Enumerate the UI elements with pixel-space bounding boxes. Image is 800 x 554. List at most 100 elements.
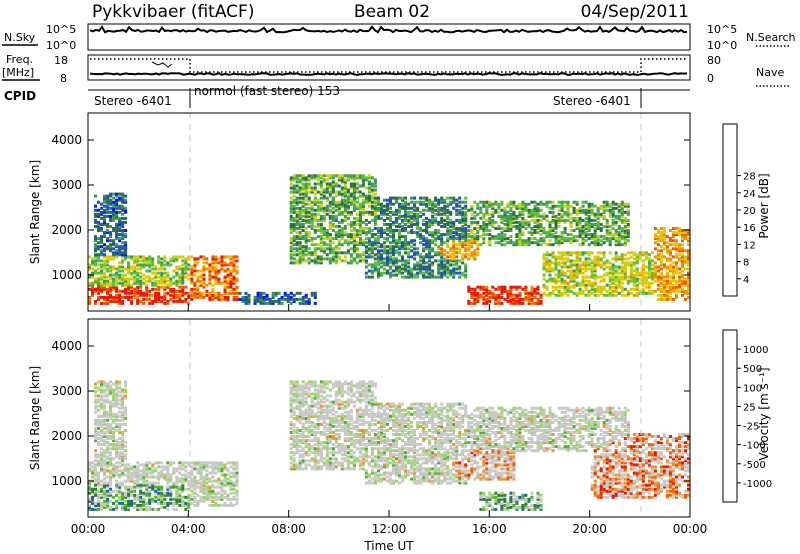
heatmap-cell [434,208,438,212]
heatmap-cell [554,235,558,239]
heatmap-cell [386,269,389,273]
heatmap-cell [181,501,185,505]
heatmap-cell [488,289,492,293]
heatmap-cell [157,257,161,261]
heatmap-cell [349,186,353,190]
heatmap-cell [109,471,113,475]
heatmap-cell [115,192,119,196]
heatmap-cell [578,267,582,271]
heatmap-cell [94,493,97,497]
heatmap-cell [509,216,513,220]
heatmap-cell [187,479,191,483]
heatmap-cell [389,229,392,232]
heatmap-cell [298,255,302,259]
heatmap-cell [533,210,537,214]
heatmap-cell [163,291,167,295]
heatmap-cell [632,257,636,261]
heatmap-cell [599,222,603,226]
heatmap-cell [361,231,365,235]
heatmap-cell [181,473,185,477]
heatmap-cell [334,235,338,239]
heatmap-cell [319,261,323,265]
heatmap-cell [160,279,164,283]
heatmap-cell [620,212,624,216]
heatmap-cell [590,291,594,295]
heatmap-cell [199,275,203,279]
heatmap-cell [644,291,648,295]
heatmap-cell [668,287,672,291]
heatmap-cell [223,297,227,301]
heatmap-cell [181,477,185,481]
heatmap-cell [440,225,444,228]
heatmap-cell [608,265,612,269]
heatmap-cell [94,431,97,434]
heatmap-cell [106,499,110,503]
heatmap-cell [364,210,368,214]
heatmap-cell [112,229,116,232]
heatmap-cell [638,253,642,257]
heatmap-cell [304,182,308,186]
heatmap-cell [383,247,386,251]
heatmap-cell [684,231,687,235]
heatmap-cell [178,471,182,475]
heatmap-cell [632,275,636,279]
heatmap-cell [124,289,128,293]
heatmap-cell [488,237,492,241]
heatmap-cell [109,249,113,253]
heatmap-cell [94,194,97,198]
heatmap-cell [482,291,486,295]
heatmap-cell [560,231,564,235]
heatmap-cell [668,295,672,299]
heatmap-cell [184,291,188,295]
heatmap-cell [313,174,317,178]
heatmap-cell [289,227,293,230]
heatmap-cell [358,184,362,188]
heatmap-cell [175,475,179,479]
heatmap-cell [659,287,663,291]
heatmap-cell [196,269,200,273]
heatmap-cell [205,261,209,265]
heatmap-cell [554,214,558,218]
heatmap-cell [681,239,684,243]
heatmap-cell [289,301,293,305]
heatmap-cell [500,285,504,289]
heatmap-cell [681,235,684,239]
heatmap-cell [343,251,347,255]
heatmap-cell [593,265,597,269]
heatmap-cell [392,210,395,214]
heatmap-cell [687,231,690,235]
heatmap-cell [437,212,441,216]
heatmap-cell [539,200,543,204]
heatmap-cell [163,263,167,267]
heatmap-cell [584,283,588,287]
heatmap-cell [554,261,558,265]
heatmap-cell [446,202,450,206]
heatmap-cell [370,176,374,180]
heatmap-cell [178,275,182,279]
heatmap-cell [94,505,97,509]
heatmap-cell [464,218,468,222]
heatmap-cell [464,273,468,277]
heatmap-cell [437,253,441,257]
heatmap-cell [247,295,251,299]
heatmap-cell [139,271,143,275]
heatmap-cell [229,279,233,283]
heatmap-cell [671,285,675,289]
heatmap-cell [154,271,158,275]
heatmap-cell [103,216,106,220]
heatmap-cell [370,184,374,188]
heatmap-cell [124,245,128,249]
heatmap-cell [94,435,97,438]
heatmap-cell [124,487,128,491]
heatmap-cell [554,279,558,283]
heatmap-cell [521,206,525,210]
heatmap-cell [118,495,122,499]
heatmap-cell [671,231,675,235]
heatmap-cell [653,279,657,283]
heatmap-cell [187,263,191,267]
heatmap-cell [401,245,404,249]
heatmap-cell [419,200,423,204]
heatmap-cell [340,210,344,214]
heatmap-cell [109,285,113,289]
heatmap-cell [247,301,251,305]
